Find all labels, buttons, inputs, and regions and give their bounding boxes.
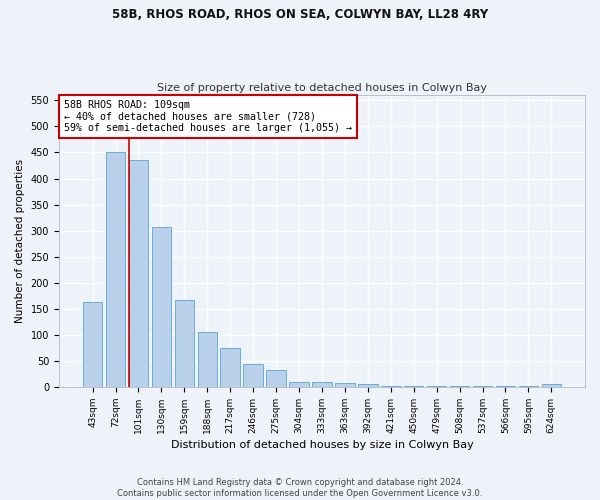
- Text: 58B, RHOS ROAD, RHOS ON SEA, COLWYN BAY, LL28 4RY: 58B, RHOS ROAD, RHOS ON SEA, COLWYN BAY,…: [112, 8, 488, 20]
- Text: 58B RHOS ROAD: 109sqm
← 40% of detached houses are smaller (728)
59% of semi-det: 58B RHOS ROAD: 109sqm ← 40% of detached …: [64, 100, 352, 132]
- X-axis label: Distribution of detached houses by size in Colwyn Bay: Distribution of detached houses by size …: [170, 440, 473, 450]
- Y-axis label: Number of detached properties: Number of detached properties: [15, 159, 25, 323]
- Bar: [473, 386, 492, 387]
- Bar: [450, 386, 469, 387]
- Bar: [266, 370, 286, 387]
- Bar: [381, 386, 401, 387]
- Bar: [152, 227, 171, 387]
- Bar: [518, 386, 538, 387]
- Bar: [83, 302, 103, 387]
- Bar: [427, 386, 446, 387]
- Bar: [289, 382, 309, 387]
- Bar: [404, 386, 424, 387]
- Bar: [358, 384, 377, 387]
- Bar: [335, 383, 355, 387]
- Bar: [244, 364, 263, 387]
- Title: Size of property relative to detached houses in Colwyn Bay: Size of property relative to detached ho…: [157, 83, 487, 93]
- Bar: [220, 348, 240, 387]
- Bar: [106, 152, 125, 387]
- Bar: [197, 332, 217, 387]
- Text: Contains HM Land Registry data © Crown copyright and database right 2024.
Contai: Contains HM Land Registry data © Crown c…: [118, 478, 482, 498]
- Bar: [128, 160, 148, 387]
- Bar: [542, 384, 561, 387]
- Bar: [496, 386, 515, 387]
- Bar: [312, 382, 332, 387]
- Bar: [175, 300, 194, 387]
